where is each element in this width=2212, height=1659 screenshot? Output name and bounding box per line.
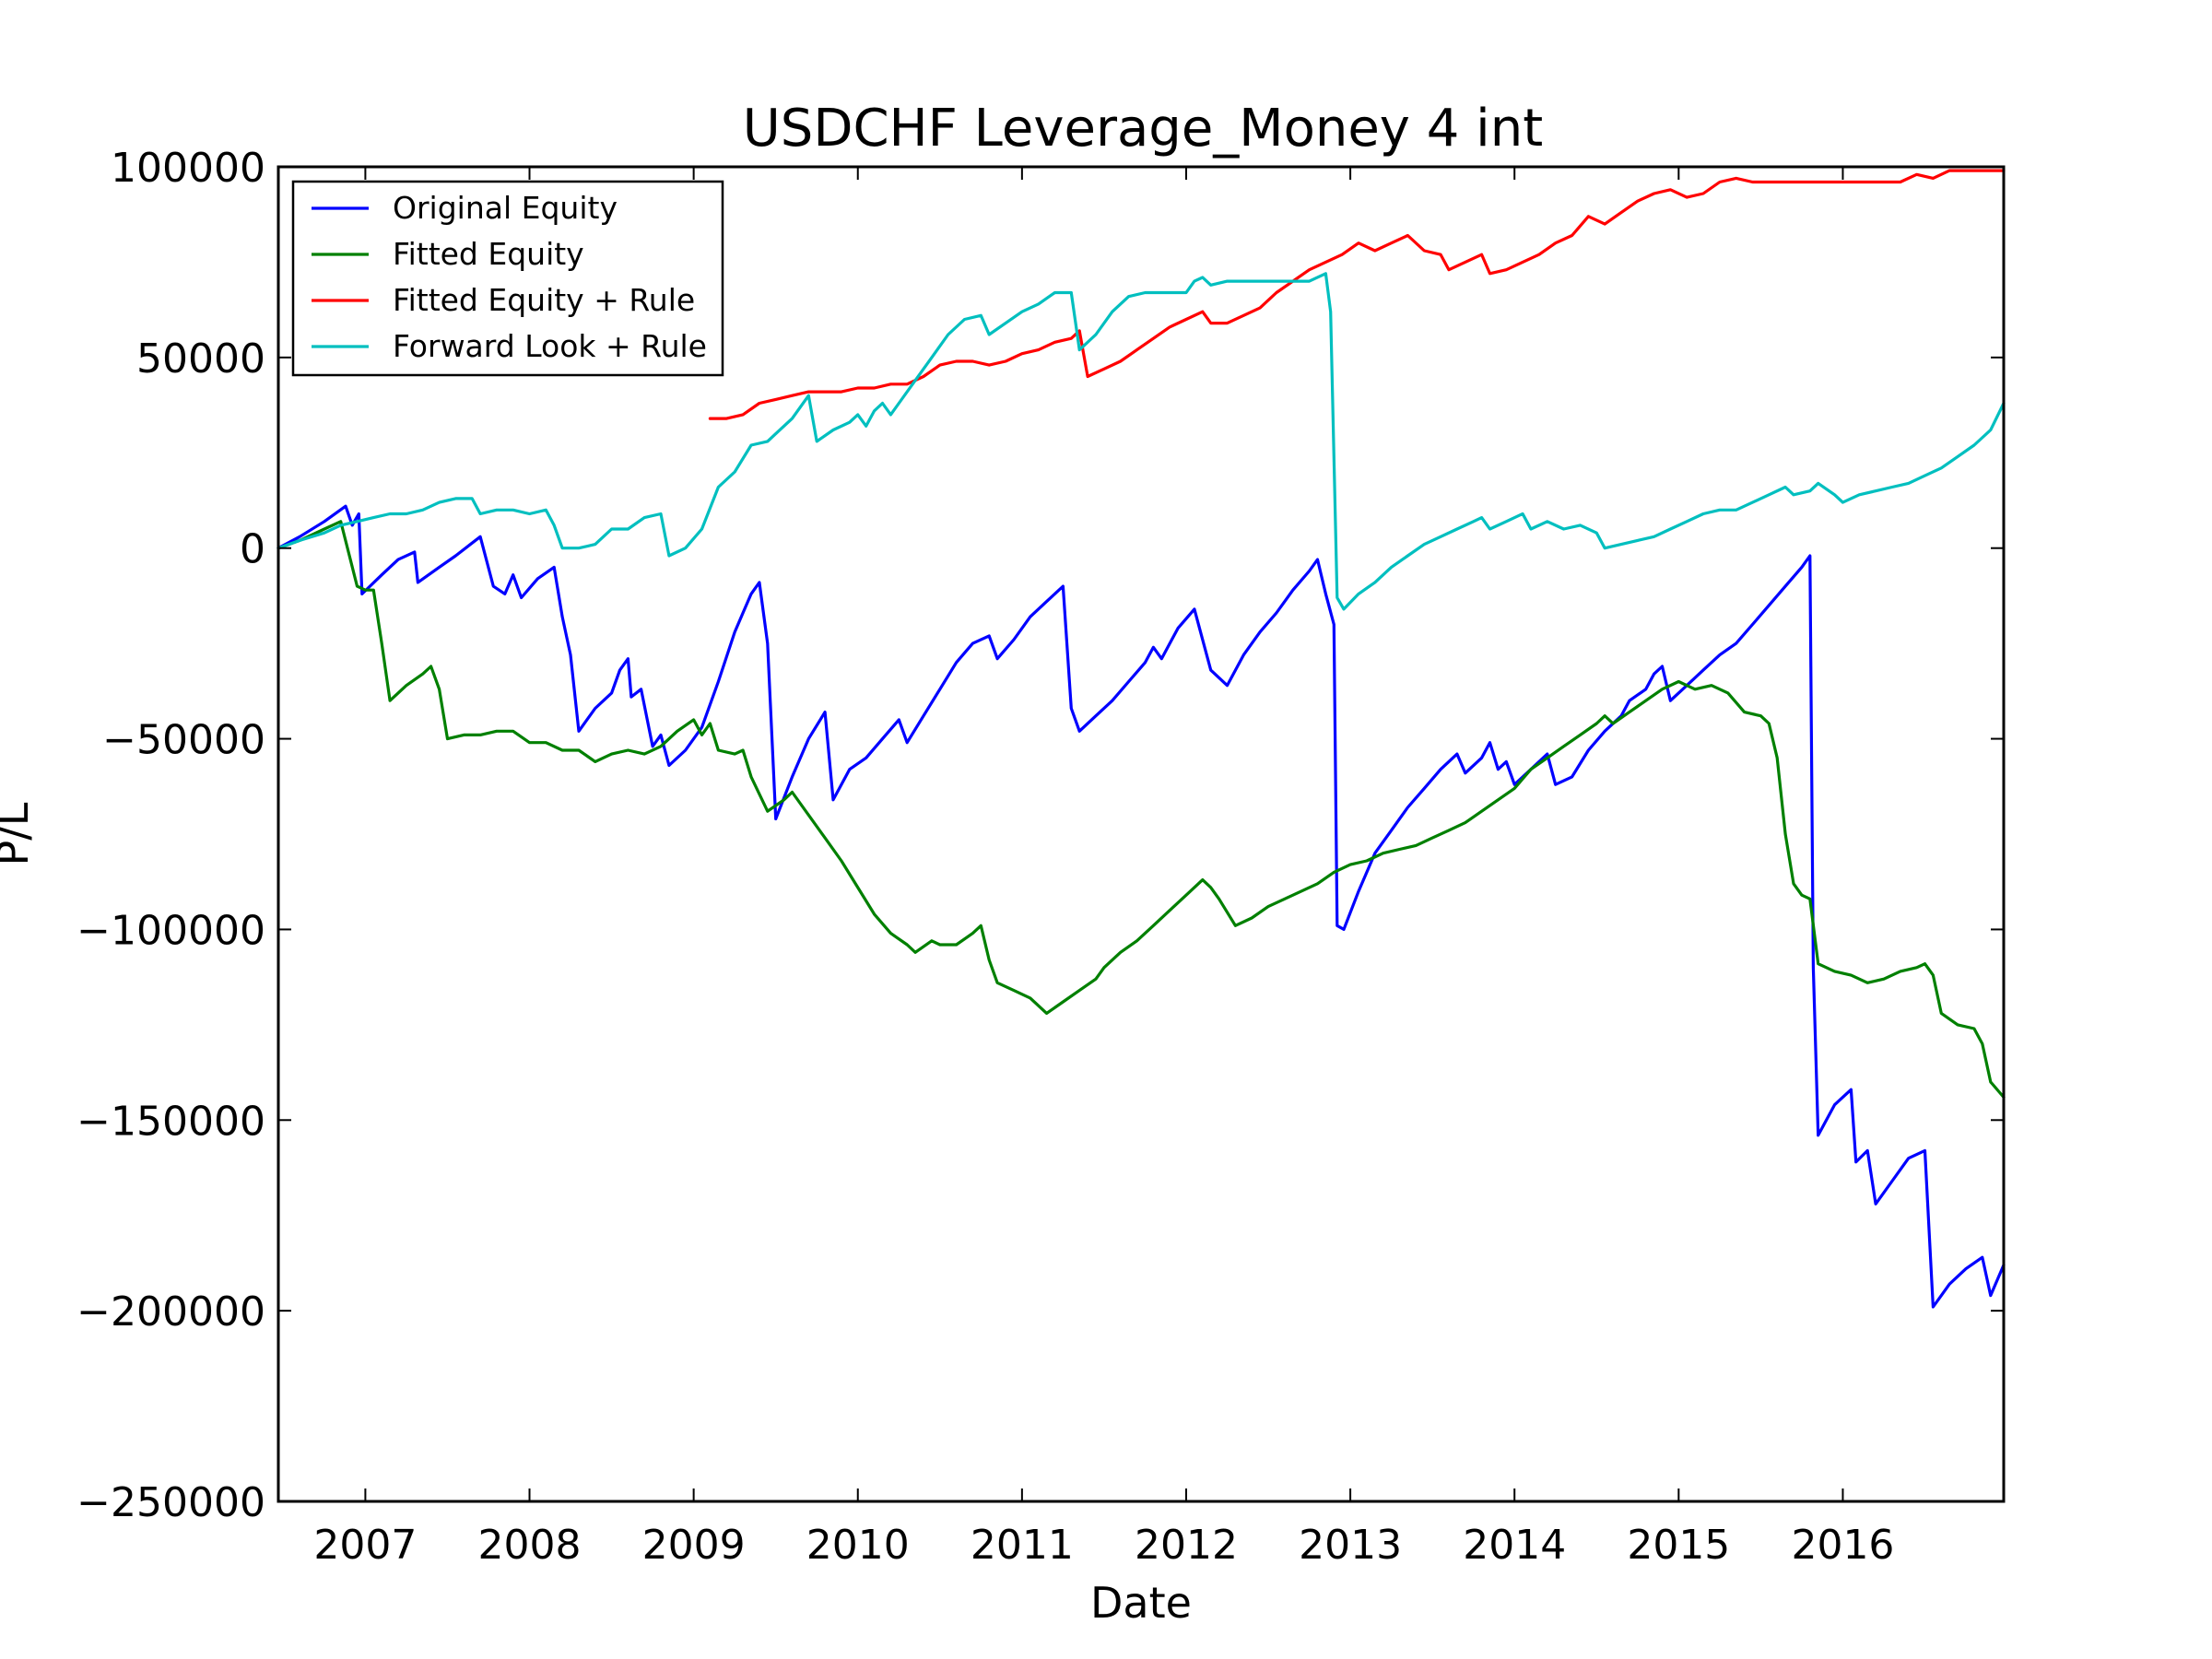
y-tick-label: 0 (240, 526, 265, 573)
y-tick-label: −150000 (76, 1098, 265, 1145)
y-tick-label: −250000 (76, 1479, 265, 1526)
x-tick-label: 2007 (313, 1522, 417, 1569)
series-layer (276, 169, 2006, 1309)
series-line-fitted-equity-rule (708, 169, 2006, 420)
x-tick-label: 2011 (971, 1522, 1074, 1569)
x-tick-label: 2016 (1791, 1522, 1894, 1569)
y-tick-label: −50000 (102, 717, 265, 764)
series-line-forward-look-rule (276, 272, 2006, 611)
y-axis-label: P/L (0, 802, 38, 865)
legend-entries: Original Equity Fitted Equity Fitted Equit… (312, 190, 707, 364)
x-axis-ticks: 2007 2008 2009 2010 2011 2012 2013 2014 2015 2016 (313, 167, 1894, 1569)
y-tick-label: 100000 (111, 145, 265, 192)
series-line-fitted-equity (276, 520, 2006, 1100)
legend: Original Equity Fitted Equity Fitted Equit… (291, 180, 724, 377)
legend-label: Original Equity (393, 190, 618, 226)
y-tick-label: −200000 (76, 1288, 265, 1335)
series-line-original-equity (276, 504, 2006, 1309)
x-tick-label: 2008 (478, 1522, 582, 1569)
x-tick-label: 2015 (1627, 1522, 1730, 1569)
y-tick-label: 50000 (136, 335, 265, 382)
x-tick-label: 2009 (642, 1522, 746, 1569)
y-axis-ticks: 100000 50000 0 −50000 −100000 −150000 −200000 −… (76, 145, 2004, 1526)
plot-frame (276, 165, 2006, 1503)
legend-label: Forward Look + Rule (393, 328, 707, 364)
y-tick-label: −100000 (76, 907, 265, 954)
chart-title: USDCHF Leverage_Money 4 int (743, 99, 1543, 159)
legend-box (291, 180, 724, 377)
legend-label: Fitted Equity + Rule (393, 282, 695, 318)
x-tick-label: 2012 (1135, 1522, 1238, 1569)
x-axis-label: Date (1090, 1578, 1192, 1628)
x-tick-label: 2013 (1299, 1522, 1402, 1569)
legend-label: Fitted Equity (393, 236, 584, 272)
x-tick-label: 2010 (806, 1522, 910, 1569)
plot-area: 2007 2008 2009 2010 2011 2012 2013 2014 2015 2016… (76, 145, 2006, 1569)
x-tick-label: 2014 (1463, 1522, 1566, 1569)
